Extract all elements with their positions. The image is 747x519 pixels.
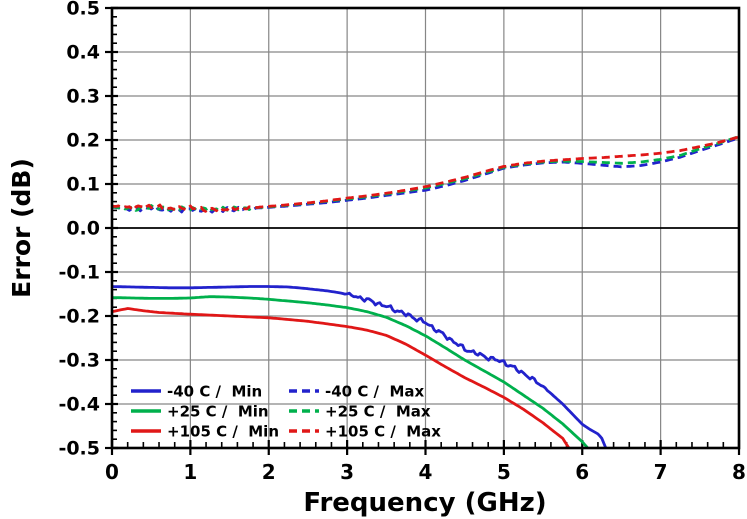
y-tick-label: -0.5	[58, 438, 100, 460]
series-plus105c-min	[111, 307, 571, 449]
legend: -40 C / Min +25 C / Min +105 C / Min -40 C …	[131, 383, 441, 441]
y-tick-label: 0.1	[66, 174, 100, 196]
legend-label: +105 C / Min	[167, 423, 279, 441]
x-axis-title: Frequency (GHz)	[303, 488, 546, 518]
x-tick-label: 7	[654, 460, 668, 484]
legend-label: +105 C / Max	[325, 423, 441, 441]
series-minus40c-min	[111, 285, 608, 449]
y-tick-label: 0.2	[66, 130, 100, 152]
x-tick-label: 5	[497, 460, 511, 484]
x-tick-label: 2	[262, 460, 276, 484]
x-tick-label: 0	[105, 460, 119, 484]
legend-item-minus40c-max: -40 C / Max	[289, 383, 425, 401]
y-tick-label: 0.0	[66, 218, 100, 240]
gridlines	[112, 8, 739, 448]
series-curves	[111, 135, 740, 449]
legend-item-plus105c-min: +105 C / Min	[131, 423, 279, 441]
plot-frame	[110, 6, 741, 450]
series-plus25c-min	[111, 295, 589, 449]
legend-label: +25 C / Min	[167, 403, 269, 421]
y-tick-label: -0.3	[58, 350, 100, 372]
legend-item-minus40c-min: -40 C / Min	[131, 383, 262, 401]
legend-label: -40 C / Min	[167, 383, 262, 401]
y-tick-label: -0.1	[58, 262, 100, 284]
legend-item-plus105c-max: +105 C / Max	[289, 423, 441, 441]
y-tick-label: 0.3	[66, 86, 100, 108]
legend-label: -40 C / Max	[325, 383, 425, 401]
y-axis-title: Error (dB)	[7, 158, 36, 298]
y-tick-label: 0.5	[66, 0, 100, 20]
x-tick-label: 1	[183, 460, 197, 484]
x-tick-label: 8	[732, 460, 746, 484]
x-tick-label: 4	[419, 460, 433, 484]
tick-labels: 0.5 0.4 0.3 0.2 0.1 0.0 -0.1 -0.2 -0.3 -0.4 -0.50 1…	[58, 0, 746, 484]
legend-item-plus25c-max: +25 C / Max	[289, 403, 431, 421]
y-tick-label: -0.2	[58, 306, 100, 328]
x-tick-label: 6	[575, 460, 589, 484]
legend-label: +25 C / Max	[325, 403, 431, 421]
frame-rect	[110, 6, 741, 450]
y-tick-label: 0.4	[66, 42, 100, 64]
legend-item-plus25c-min: +25 C / Min	[131, 403, 269, 421]
series-plus105c-max	[111, 135, 740, 213]
y-tick-label: -0.4	[58, 394, 100, 416]
x-tick-label: 3	[340, 460, 354, 484]
